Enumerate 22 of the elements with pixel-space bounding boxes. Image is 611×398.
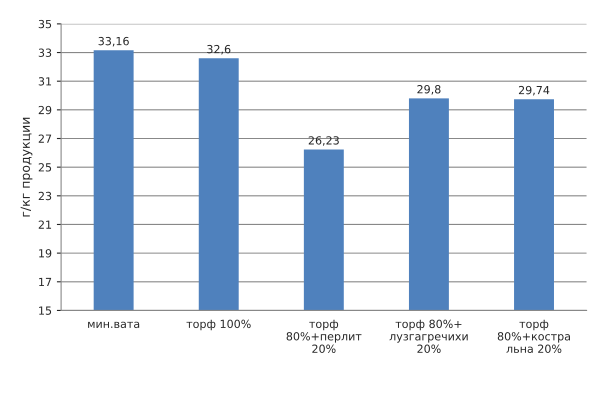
y-tick-label: 33: [38, 48, 52, 57]
data-label: 33,16: [98, 36, 129, 46]
y-tick-label: 17: [39, 278, 52, 286]
y-tick-label: 31: [38, 77, 52, 86]
x-tick-label: торф 100%: [186, 320, 251, 330]
data-label: 29,8: [417, 85, 441, 95]
x-tick-label: торф 80%+перлит 20%: [286, 320, 362, 353]
y-tick-label: 15: [39, 306, 52, 315]
data-label: 29,74: [518, 86, 550, 96]
y-tick-label: 25: [38, 163, 52, 172]
y-axis-title: г/кг продукции: [20, 118, 32, 217]
data-label: 32,6: [207, 44, 230, 54]
x-tick-label: торф 80%+ лузгагречихи 20%: [390, 320, 468, 353]
y-tick-label: 23: [38, 192, 52, 200]
y-tick-label: 19: [39, 249, 52, 258]
y-tick-label: 29: [38, 106, 52, 114]
x-tick-label: торф 80%+костра льна 20%: [498, 320, 570, 353]
y-tick-label: 27: [38, 134, 52, 143]
y-tick-label: 35: [38, 20, 52, 28]
data-label: 26,23: [308, 136, 339, 146]
y-tick-label: 21: [38, 220, 52, 229]
x-tick-label: мин.вата: [88, 322, 140, 328]
